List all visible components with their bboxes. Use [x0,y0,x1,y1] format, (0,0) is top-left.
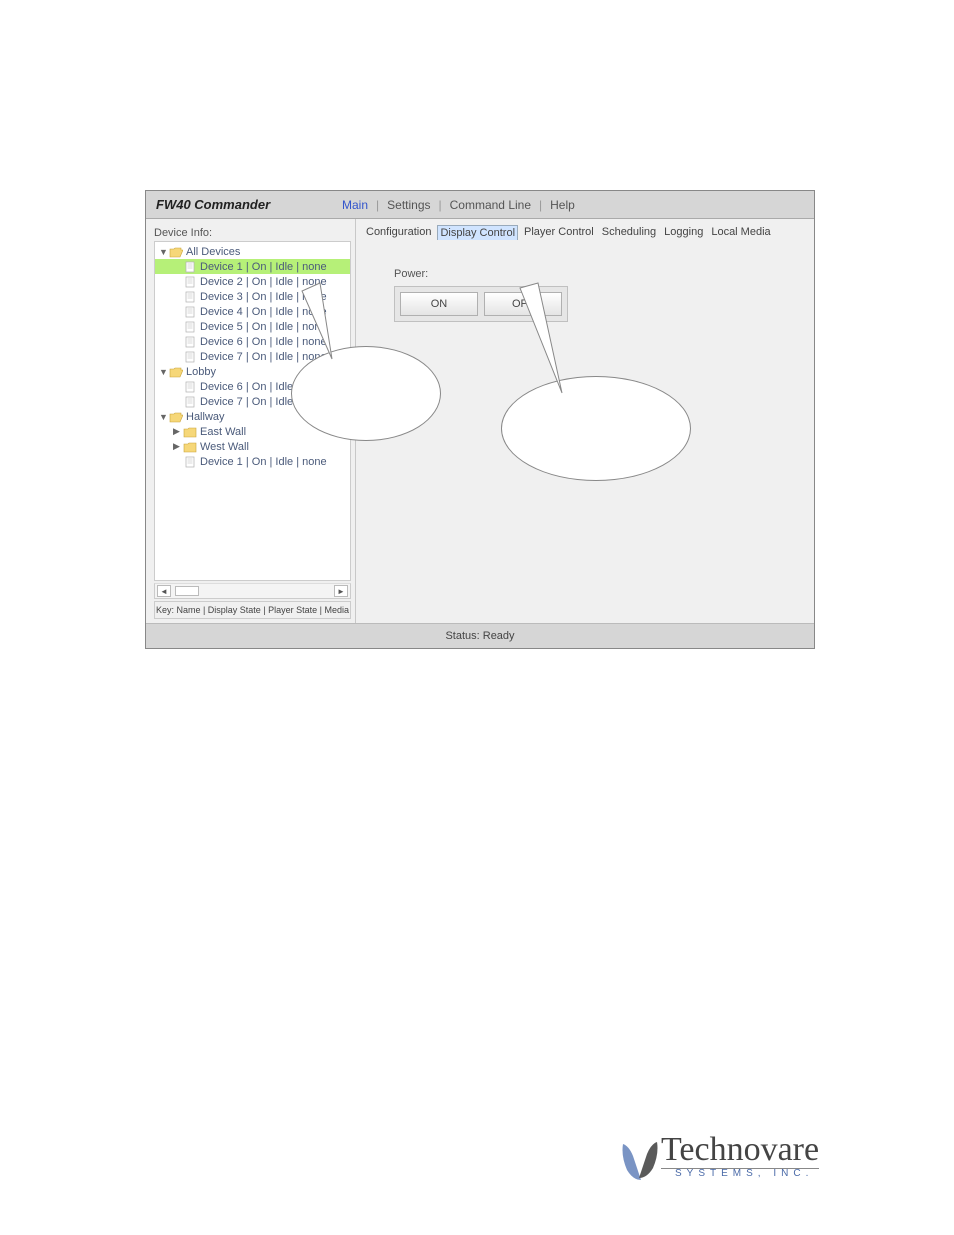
status-label: Status: [445,630,479,642]
tree-row[interactable]: Device 3 | On | Idle | none [155,289,350,304]
scroll-right-arrow-icon[interactable]: ► [334,585,348,597]
tab-logging[interactable]: Logging [662,225,705,240]
titlebar: FW40 Commander Main | Settings | Command… [146,191,814,219]
status-bar: Status: Ready [146,623,814,648]
logo-mark-icon [619,1136,661,1182]
tree-toggle-icon[interactable]: ▼ [159,367,169,377]
app-window: FW40 Commander Main | Settings | Command… [145,190,815,649]
power-label: Power: [394,268,786,280]
tab-configuration[interactable]: Configuration [364,225,433,240]
tab-scheduling[interactable]: Scheduling [600,225,658,240]
folder-open-icon [169,411,183,423]
menu-help[interactable]: Help [546,198,579,212]
tab-display-control[interactable]: Display Control [437,225,518,240]
tree-row[interactable]: Device 7 | On | Idle | none [155,349,350,364]
display-control-panel: Power: ON OFF [364,240,806,600]
tree-toggle-icon[interactable]: ▼ [159,247,169,257]
tab-local-media[interactable]: Local Media [709,225,772,240]
menu-separator: | [539,198,542,212]
menu-separator: | [439,198,442,212]
logo-wordmark: Technovare [661,1132,819,1169]
tree-label: Hallway [186,411,225,423]
tree-row[interactable]: ▼ Lobby [155,364,350,379]
tree-toggle-icon[interactable]: ▶ [173,441,183,452]
tree-key-legend: Key: Name | Display State | Player State… [154,601,351,619]
folder-open-icon [169,366,183,378]
tree-label: Device 2 | On | Idle | none [200,276,327,288]
file-icon [183,291,197,303]
menu-separator: | [376,198,379,212]
file-icon [183,396,197,408]
tree-label: Lobby [186,366,216,378]
menu-main[interactable]: Main [338,198,372,212]
tree-label: Device 4 | On | Idle | none [200,306,327,318]
folder-closed-icon [183,441,197,453]
tab-player-control[interactable]: Player Control [522,225,596,240]
tree-row[interactable]: Device 7 | On | Idle | none [155,394,350,409]
scroll-left-arrow-icon[interactable]: ◄ [157,585,171,597]
device-tree[interactable]: ▼ All Devices Device 1 | On | Idle | none D… [154,241,351,581]
folder-closed-icon [183,426,197,438]
scroll-thumb[interactable] [175,586,199,596]
tree-label: Device 3 | On | Idle | none [200,291,327,303]
file-icon [183,261,197,273]
menu-command-line[interactable]: Command Line [446,198,535,212]
company-logo: Technovare SYSTEMS, INC. [619,1130,839,1190]
tree-toggle-icon[interactable]: ▶ [173,426,183,437]
tree-label: East Wall [200,426,246,438]
tree-label: Device 7 | On | Idle | none [200,396,327,408]
tree-scrollbar[interactable]: ◄ ► [154,583,351,599]
app-title: FW40 Commander [156,197,338,212]
file-icon [183,456,197,468]
status-value: Ready [483,630,515,642]
file-icon [183,306,197,318]
tree-toggle-icon[interactable]: ▼ [159,412,169,422]
file-icon [183,276,197,288]
folder-open-icon [169,246,183,258]
content-area: Device Info: ▼ All Devices Device 1 | On |… [146,219,814,623]
tree-label: Device 7 | On | Idle | none [200,351,327,363]
tab-bar: Configuration Display Control Player Con… [364,225,806,240]
tree-label: Device 6 | On | Idle | none [200,336,327,348]
tree-row[interactable]: Device 1 | On | Idle | none [155,259,350,274]
file-icon [183,351,197,363]
tree-row[interactable]: ▶ East Wall [155,424,350,439]
right-pane: Configuration Display Control Player Con… [356,219,814,623]
logo-tagline: SYSTEMS, INC. [675,1168,813,1179]
tree-row[interactable]: Device 5 | On | Idle | none [155,319,350,334]
tree-row[interactable]: ▶ West Wall [155,439,350,454]
tree-label: Device 1 | On | Idle | none [200,261,327,273]
tree-label: Device 1 | On | Idle | none [200,456,327,468]
file-icon [183,336,197,348]
power-button-group: ON OFF [394,286,568,322]
tree-row[interactable]: Device 1 | On | Idle | none [155,454,350,469]
tree-label: All Devices [186,246,240,258]
tree-row[interactable]: Device 6 | On | Idle | none [155,334,350,349]
tree-row[interactable]: Device 4 | On | Idle | none [155,304,350,319]
device-info-label: Device Info: [154,227,351,239]
menu-settings[interactable]: Settings [383,198,434,212]
power-off-button[interactable]: OFF [484,292,562,316]
file-icon [183,321,197,333]
tree-label: Device 5 | On | Idle | none [200,321,327,333]
main-menu: Main | Settings | Command Line | Help [338,198,579,212]
tree-row[interactable]: ▼ All Devices [155,244,350,259]
tree-label: Device 6 | On | Idle | none [200,381,327,393]
tree-row[interactable]: Device 6 | On | Idle | none [155,379,350,394]
tree-row[interactable]: Device 2 | On | Idle | none [155,274,350,289]
power-on-button[interactable]: ON [400,292,478,316]
file-icon [183,381,197,393]
left-pane: Device Info: ▼ All Devices Device 1 | On |… [146,219,356,623]
tree-label: West Wall [200,441,249,453]
tree-row[interactable]: ▼ Hallway [155,409,350,424]
